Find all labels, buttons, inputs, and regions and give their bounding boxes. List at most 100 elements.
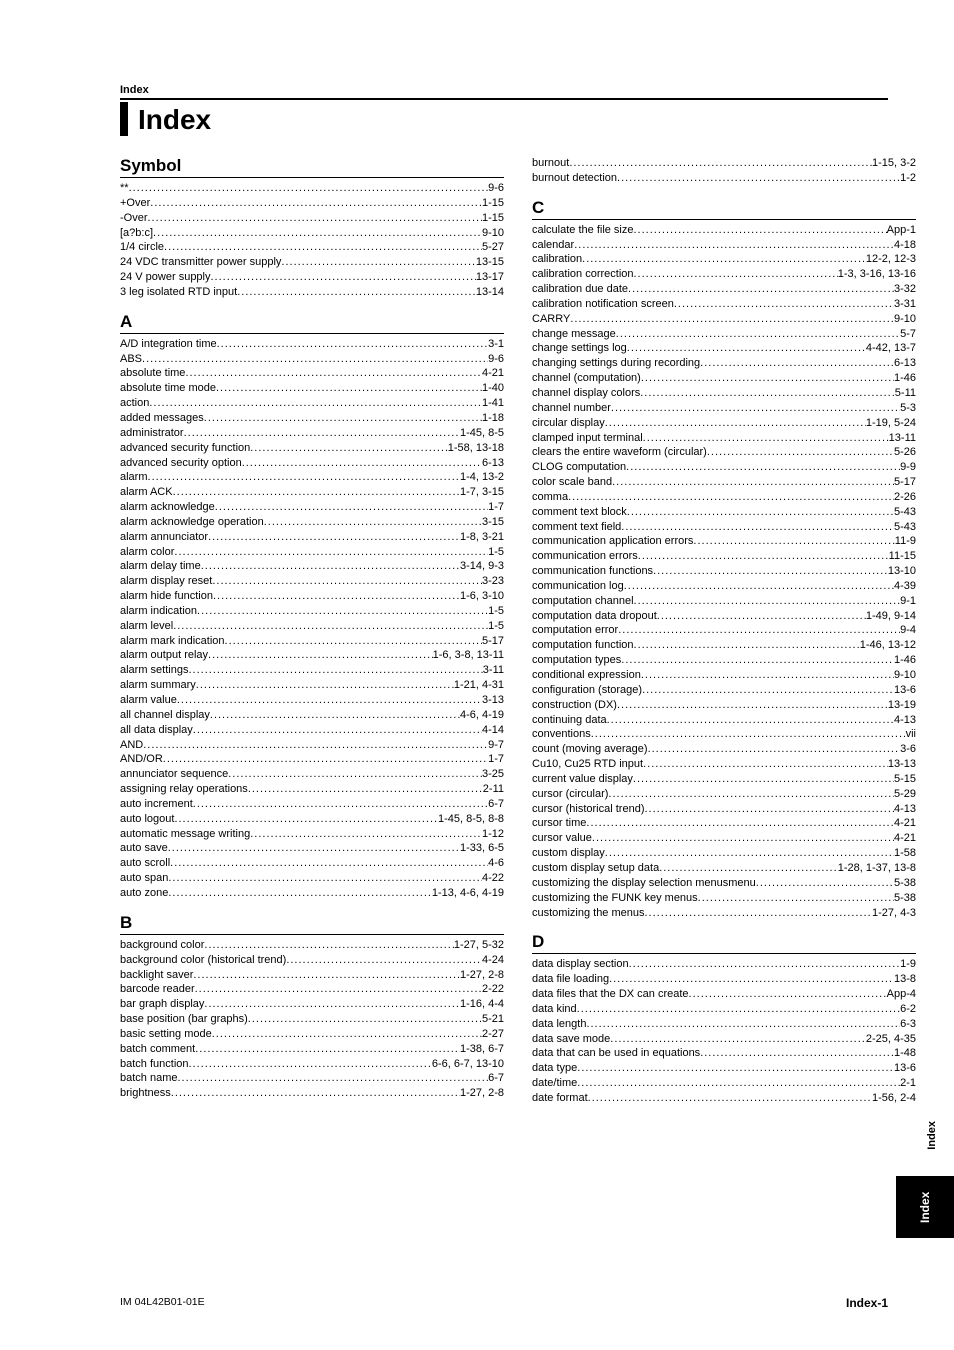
index-entry: brightness 1-27, 2-8 [120,1086,504,1101]
index-term: current value display [532,772,633,787]
leader-dots [168,886,432,901]
index-page-ref: 13-15 [476,255,504,270]
index-page-ref: 6-3 [900,1017,916,1032]
leader-dots [592,831,894,846]
leader-dots [174,812,438,827]
leader-dots [193,968,460,983]
index-page-ref: 4-13 [894,802,916,817]
index-entry: changing settings during recording 6-13 [532,356,916,371]
index-page-ref: 2-25, 4-35 [866,1032,916,1047]
index-entry: alarm delay time 3-14, 9-3 [120,559,504,574]
index-term: cursor time [532,816,586,831]
index-term: conventions [532,727,591,742]
index-term: computation types [532,653,621,668]
index-term: computation error [532,623,618,638]
index-entry: data that can be used in equations 1-48 [532,1046,916,1061]
index-entry: alarm output relay 1-6, 3-8, 13-11 [120,648,504,663]
index-page-ref: 3-14, 9-3 [460,559,504,574]
leader-dots [217,337,488,352]
index-page-ref: 1-41 [482,396,504,411]
index-page-ref: 1-5 [488,619,504,634]
index-page-ref: 2-1 [900,1076,916,1091]
index-page-ref: 3-31 [894,297,916,312]
leader-dots [707,445,894,460]
leader-dots [208,648,433,663]
section-head: C [532,198,916,220]
index-term: cursor value [532,831,592,846]
index-page-ref: 1-7, 3-15 [460,485,504,500]
leader-dots [204,997,460,1012]
index-page-ref: 2-26 [894,490,916,505]
index-term: auto span [120,871,168,886]
leader-dots [648,742,901,757]
page-footer: IM 04L42B01-01E Index-1 [120,1296,888,1310]
index-page-ref: 1-27, 2-8 [460,1086,504,1101]
index-page-ref: 3-15 [482,515,504,530]
index-entry: added messages 1-18 [120,411,504,426]
index-entry: auto save 1-33, 6-5 [120,841,504,856]
index-entry: ABS 9-6 [120,352,504,367]
leader-dots [634,223,887,238]
leader-dots [150,196,482,211]
index-page-ref: 2-11 [483,782,504,797]
leader-dots [148,470,460,485]
index-term: comma [532,490,568,505]
leader-dots [641,668,894,683]
index-entry: cursor (circular) 5-29 [532,787,916,802]
leader-dots [264,515,482,530]
index-term: A/D integration time [120,337,217,352]
index-term: annunciator sequence [120,767,228,782]
index-entry: alarm ACK 1-7, 3-15 [120,485,504,500]
index-page-ref: 1-45, 8-5, 8-8 [438,812,504,827]
leader-dots [195,982,482,997]
index-term: calibration [532,252,582,267]
index-entry: burnout 1-15, 3-2 [532,156,916,171]
index-page-ref: 9-4 [900,623,916,638]
index-entry: alarm acknowledge 1-7 [120,500,504,515]
index-page-ref: 9-10 [482,226,504,241]
leader-dots [177,693,482,708]
index-page-ref: 5-26 [894,445,916,460]
index-term: data file loading [532,972,609,987]
index-term: action [120,396,149,411]
index-term: alarm ACK [120,485,173,500]
index-entry: basic setting mode 2-27 [120,1027,504,1042]
index-term: calibration due date [532,282,628,297]
index-term: 3 leg isolated RTD input [120,285,237,300]
index-term: 24 V power supply [120,270,211,285]
leader-dots [193,797,488,812]
leader-dots [163,752,488,767]
section-entries: A/D integration time 3-1ABS 9-6absolute … [120,337,504,901]
index-entry: change settings log 4-42, 13-7 [532,341,916,356]
index-term: ** [120,181,129,196]
index-page-ref: 9-10 [894,668,916,683]
leader-dots [577,1002,900,1017]
index-term: conditional expression [532,668,641,683]
index-entry: +Over 1-15 [120,196,504,211]
index-term: base position (bar graphs) [120,1012,248,1027]
index-page-ref: 1-27, 4-3 [872,906,916,921]
index-page-ref: 5-27 [482,240,504,255]
index-page-ref: 1-40 [482,381,504,396]
index-page-ref: 4-13 [894,713,916,728]
index-term: comment text field [532,520,621,535]
index-term: alarm annunciator [120,530,208,545]
index-page-ref: 11-9 [895,534,916,549]
index-term: assigning relay operations [120,782,248,797]
index-term: brightness [120,1086,171,1101]
leader-dots [628,282,894,297]
leader-dots [643,757,888,772]
index-entry: communication application errors 11-9 [532,534,916,549]
index-page-ref: 11-15 [889,549,916,564]
leader-dots [170,856,488,871]
index-term: background color (historical trend) [120,953,286,968]
index-term: AND/OR [120,752,163,767]
index-page-ref: 1-4, 13-2 [460,470,504,485]
leader-dots [607,713,894,728]
index-term: advanced security option [120,456,242,471]
leader-dots [242,456,482,471]
side-tab-box: Index [896,1176,954,1238]
leader-dots [196,678,454,693]
index-page-ref: 5-43 [894,505,916,520]
index-term: alarm acknowledge [120,500,215,515]
